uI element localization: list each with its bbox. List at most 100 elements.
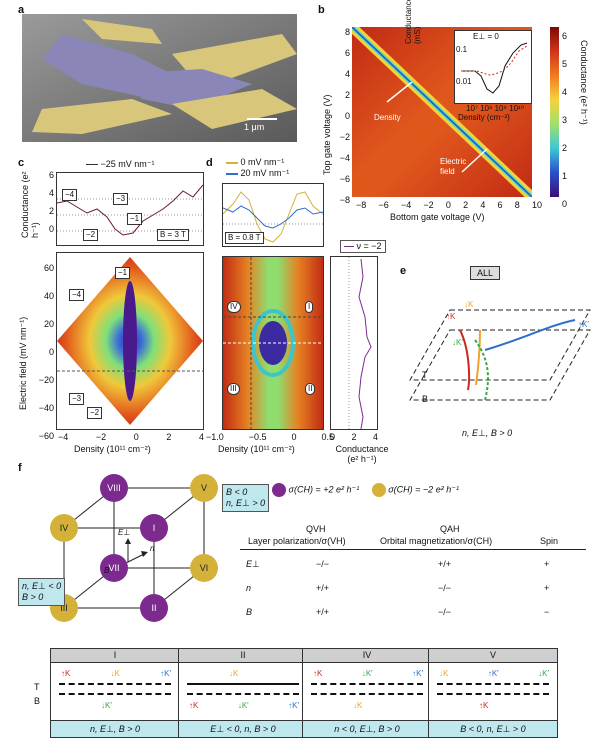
- state-title: IV: [303, 649, 431, 663]
- c-ylabel: Electric field (mV nm⁻¹): [18, 316, 28, 410]
- f-cube: VIII V IV I VII VI III II E⊥ n B: [44, 470, 220, 630]
- inset-xtick: 10⁹: [494, 104, 507, 113]
- c-map-label: −1: [115, 267, 131, 279]
- c-xlabel: Density (10¹¹ cm⁻²): [74, 444, 151, 454]
- f-box-top-line: B < 0: [226, 487, 248, 497]
- state-box-II: II ↓K ↑K ↓K′ ↑K′ E⊥ < 0, n, B > 0: [178, 648, 308, 738]
- d-field-label: B = 0.8 T: [225, 232, 264, 244]
- state-top: ↑K ↓K′ ↑K′: [313, 669, 423, 678]
- state-line-B: [437, 693, 549, 695]
- e-valley: ↓K′: [452, 338, 463, 347]
- micrograph-graphic: [22, 14, 297, 142]
- d-legend-text: 0 mV nm⁻¹: [240, 157, 285, 167]
- cb-tick: 1: [562, 171, 568, 181]
- c-map-label: −2: [87, 407, 103, 419]
- inset-xtick: 10⁷: [466, 104, 478, 113]
- state-valley: ↑K′: [412, 669, 423, 678]
- f-cell: +: [544, 559, 550, 569]
- f-box-top-line: n, E⊥ > 0: [226, 498, 266, 508]
- f-cell: +/+: [438, 559, 452, 569]
- legend-purple-dot: [272, 483, 286, 497]
- c-ytick: 0: [48, 347, 54, 357]
- state-valley: ↑K: [313, 669, 323, 678]
- c-ytick: 40: [43, 291, 54, 301]
- d-side-xticks: 0 2 4: [330, 432, 378, 442]
- colorbar-ticks: 6 5 4 3 2 1 0: [562, 22, 567, 218]
- d-legend-swatch: [226, 172, 238, 175]
- inset-xlabel: Density (cm⁻²): [458, 113, 510, 122]
- d-marker: IV: [227, 301, 241, 313]
- f-header: Orbital magnetization/σ(CH): [380, 536, 493, 546]
- f-table-rule: [240, 549, 586, 550]
- b-yticks: 8 6 4 2 0 −2 −4 −6 −8: [336, 22, 350, 211]
- c-legend-line: [86, 164, 98, 166]
- f-box-top: B < 0 n, E⊥ > 0: [222, 484, 270, 512]
- b-ytick: 0: [344, 111, 350, 121]
- f-cell: +/+: [316, 607, 330, 617]
- d-xtick: 0: [291, 432, 297, 442]
- d-marker: II: [305, 383, 316, 395]
- state-bottom: ↑K ↓K′ ↑K′: [189, 701, 299, 710]
- d-legend: 0 mV nm⁻¹ 20 mV nm⁻¹: [226, 157, 289, 179]
- c-ytick: −60: [38, 431, 54, 441]
- density-annotation: Density: [374, 113, 401, 122]
- state-valley: ↑K′: [487, 669, 499, 678]
- c-yticks: 60 40 20 0 −20 −40 −60: [34, 254, 54, 450]
- panel-label-f: f: [18, 462, 22, 474]
- b-ytick: 2: [344, 90, 350, 100]
- g-T: T: [34, 682, 40, 692]
- f-group-qvh: QVH: [306, 524, 326, 534]
- d-side-xtick: 2: [351, 432, 357, 442]
- b-xtick: 0: [445, 200, 451, 210]
- c-state-label: −2: [83, 229, 99, 241]
- state-valley: ↓K′: [237, 701, 249, 710]
- d-xtick: −1.0: [206, 432, 224, 442]
- vertex-IV: IV: [50, 514, 78, 542]
- c-legend-text: −25 mV nm⁻¹: [100, 159, 155, 169]
- e-valley: ↑K′: [578, 320, 589, 329]
- inset-xtick: 10⁸: [480, 104, 493, 113]
- e-T-label: T: [422, 370, 428, 380]
- f-cell: −/−: [438, 583, 452, 593]
- c-top-ytick: 0: [48, 224, 54, 234]
- f-row-label: E⊥: [246, 559, 260, 569]
- inset-title: E⊥ = 0: [473, 32, 499, 41]
- c-state-label: −3: [113, 193, 129, 205]
- c-xtick: −4: [58, 432, 69, 442]
- vertex-VIII: VIII: [100, 474, 128, 502]
- panel-label-e: e: [400, 265, 407, 277]
- b-ytick: −2: [339, 132, 350, 142]
- c-conductance-plot: −4 −3 −1 −2 B = 3 T: [56, 172, 204, 246]
- f-cell: −/−: [438, 607, 452, 617]
- d-xlabel: Density (10¹¹ cm⁻²): [218, 444, 295, 454]
- c-xtick: 2: [166, 432, 172, 442]
- state-valley: ↑K: [61, 669, 71, 678]
- b-xticks: −8 −6 −4 −2 0 2 4 6 8 10: [356, 200, 542, 210]
- e-diagram: ↓K ↑K ↓K′ ↑K′ T B: [400, 290, 600, 420]
- b-xtick: −2: [423, 200, 434, 210]
- state-box-I: I ↑K ↓K ↑K′ ↓K′ n, E⊥, B > 0: [50, 648, 180, 738]
- f-box-left: n, E⊥ < 0 B > 0: [18, 578, 66, 606]
- state-line-B: [59, 693, 171, 695]
- b-xtick: 6: [497, 200, 503, 210]
- b-xtick: 10: [531, 200, 542, 210]
- axis-B: B: [104, 566, 110, 575]
- b-ytick: −8: [339, 195, 350, 205]
- c-xtick: 4: [198, 432, 204, 442]
- d-nu-legend: ν = −2: [340, 240, 386, 253]
- colorbar: [550, 27, 559, 197]
- d-legend-item-1: 20 mV nm⁻¹: [226, 168, 289, 179]
- legend-yellow-dot: [371, 483, 386, 497]
- f-cell: +/+: [316, 583, 330, 593]
- f-cell: −/−: [316, 559, 330, 569]
- state-valley: ↓K: [353, 701, 363, 710]
- d-marker: I: [305, 301, 314, 313]
- c-ytick: 20: [43, 319, 54, 329]
- vertex-VII: VII: [100, 554, 128, 582]
- e-B-label: B: [422, 394, 429, 404]
- panel-label-c: c: [18, 157, 25, 169]
- f-legend: σ(CH) = +2 e² h⁻¹ σ(CH) = −2 e² h⁻¹: [272, 483, 459, 497]
- c-top-ytick: 6: [48, 170, 54, 180]
- c-top-yticks: 6 4 2 0: [42, 166, 54, 238]
- b-xtick: 4: [480, 200, 486, 210]
